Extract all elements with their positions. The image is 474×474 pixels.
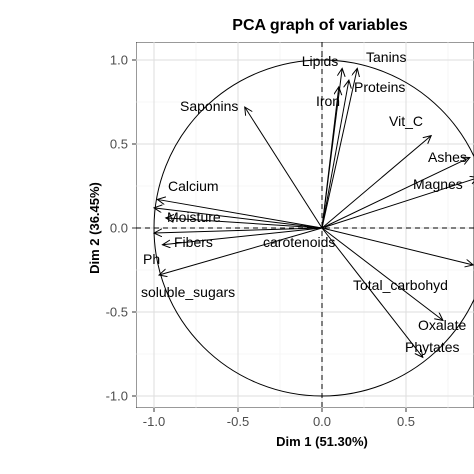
vector-label-total-carbohyd: Total_carbohyd [353, 277, 448, 293]
vector-label-calcium: Calcium [168, 178, 219, 194]
x-axis-ticks: -1.0 -0.5 0.0 0.5 [143, 408, 415, 429]
x-tick-label: -1.0 [143, 414, 165, 429]
y-axis-label: Dim 2 (36.45%) [87, 182, 102, 274]
vector-label-proteins: Proteins [354, 79, 405, 95]
x-tick-label: 0.0 [313, 414, 331, 429]
plot-panel: Lipids Tanins Proteins Iron Saponins Vit_C Ash… [136, 42, 474, 408]
y-tick-label: 0.0 [110, 221, 128, 236]
vector-label-magnes: Magnes [413, 176, 463, 192]
variable-labels: Lipids Tanins Proteins Iron Saponins Vit_C Ash… [141, 49, 467, 355]
vector-phytates [321, 227, 423, 357]
x-tick-label: -0.5 [227, 414, 249, 429]
vector-calcium [157, 199, 323, 229]
vector-label-vit-c: Vit_C [389, 113, 423, 129]
vector-proteins [321, 80, 349, 229]
vector-label-ph: Ph [143, 251, 160, 267]
vector-fibers [162, 227, 323, 245]
vector-oxalate [321, 227, 443, 320]
vector-total-carbohyd [321, 227, 473, 265]
vector-label-oxalate: Oxalate [418, 317, 466, 333]
x-tick-label: 0.5 [397, 414, 415, 429]
vector-magnes [321, 178, 474, 229]
vector-tanins [321, 68, 357, 229]
vector-label-tanins: Tanins [366, 49, 406, 65]
vector-saponins [245, 107, 323, 229]
vector-moisture [154, 208, 323, 229]
vector-label-saponins: Saponins [180, 98, 238, 114]
vector-vit-c [321, 136, 431, 229]
y-axis-ticks: 1.0 0.5 0.0 -0.5 -1.0 [106, 53, 136, 404]
y-tick-label: -1.0 [106, 389, 128, 404]
vector-carotenoids [166, 218, 323, 229]
vector-label-iron: Iron [316, 93, 340, 109]
variable-vectors [154, 68, 474, 357]
vector-label-ashes: Ashes [428, 149, 467, 165]
vector-label-moisture: Moisture [167, 209, 221, 225]
x-axis-label: Dim 1 (51.30%) [276, 434, 368, 449]
vector-ashes [321, 157, 470, 229]
vector-label-soluble-sugars: soluble_sugars [141, 284, 235, 300]
vector-label-lipids: Lipids [302, 53, 339, 69]
vector-label-fibers: Fibers [174, 234, 213, 250]
chart-title: PCA graph of variables [232, 17, 408, 34]
y-tick-label: 0.5 [110, 137, 128, 152]
vector-iron [321, 87, 339, 229]
vector-label-phytates: Phytates [405, 339, 459, 355]
vector-soluble-sugars [159, 227, 323, 275]
vector-ph [154, 227, 323, 233]
vector-label-carotenoids: carotenoids [263, 234, 335, 250]
y-tick-label: 1.0 [110, 53, 128, 68]
y-tick-label: -0.5 [106, 305, 128, 320]
